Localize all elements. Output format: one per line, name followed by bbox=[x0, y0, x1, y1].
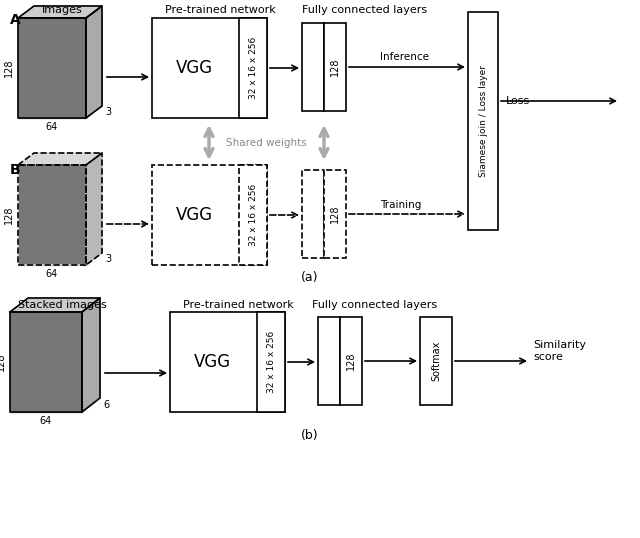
Polygon shape bbox=[82, 298, 100, 412]
Text: Pre-trained network: Pre-trained network bbox=[164, 5, 275, 15]
Polygon shape bbox=[10, 312, 82, 412]
Text: VGG: VGG bbox=[193, 353, 230, 371]
Bar bbox=[257, 312, 285, 412]
Text: Shared weights: Shared weights bbox=[226, 138, 307, 148]
Text: (b): (b) bbox=[301, 428, 319, 442]
Text: 3: 3 bbox=[105, 107, 111, 117]
Text: VGG: VGG bbox=[175, 59, 212, 77]
Bar bbox=[19, 166, 85, 264]
Text: 64: 64 bbox=[46, 122, 58, 132]
Text: 64: 64 bbox=[40, 416, 52, 426]
Text: A: A bbox=[10, 13, 20, 27]
Bar bbox=[468, 12, 498, 230]
Text: 128: 128 bbox=[330, 58, 340, 76]
Bar bbox=[420, 317, 452, 405]
Text: 32 x 16 x 256: 32 x 16 x 256 bbox=[266, 331, 275, 393]
Text: 6: 6 bbox=[103, 400, 109, 410]
Text: Inference: Inference bbox=[380, 52, 429, 62]
Bar bbox=[340, 317, 362, 405]
Bar bbox=[152, 165, 267, 265]
Text: 3: 3 bbox=[105, 254, 111, 264]
Text: Images: Images bbox=[42, 5, 83, 15]
Text: Stacked images: Stacked images bbox=[18, 300, 106, 310]
Polygon shape bbox=[10, 298, 100, 312]
Bar bbox=[318, 317, 340, 405]
Bar bbox=[302, 170, 324, 258]
Text: Similarity
score: Similarity score bbox=[533, 340, 586, 362]
Text: Training: Training bbox=[380, 200, 421, 210]
Polygon shape bbox=[86, 6, 102, 118]
Bar bbox=[170, 312, 285, 412]
Text: (a): (a) bbox=[301, 272, 319, 285]
Text: 128: 128 bbox=[0, 353, 6, 371]
Text: 128: 128 bbox=[4, 59, 14, 77]
Text: Fully connected layers: Fully connected layers bbox=[303, 5, 428, 15]
Bar bbox=[11, 313, 81, 411]
Bar bbox=[302, 23, 324, 111]
Text: VGG: VGG bbox=[175, 206, 212, 224]
Bar bbox=[239, 18, 267, 118]
Text: 128: 128 bbox=[4, 206, 14, 224]
Text: Pre-trained network: Pre-trained network bbox=[182, 300, 293, 310]
Polygon shape bbox=[18, 153, 102, 165]
Polygon shape bbox=[86, 153, 102, 265]
Polygon shape bbox=[18, 165, 86, 265]
Polygon shape bbox=[18, 6, 102, 18]
Bar bbox=[324, 23, 346, 111]
Text: 32 x 16 x 256: 32 x 16 x 256 bbox=[248, 37, 257, 99]
Bar bbox=[324, 170, 346, 258]
Text: Fully connected layers: Fully connected layers bbox=[312, 300, 438, 310]
Text: 64: 64 bbox=[46, 269, 58, 279]
Bar bbox=[19, 19, 85, 117]
Text: Loss: Loss bbox=[506, 96, 531, 106]
Text: 128: 128 bbox=[346, 352, 356, 370]
Text: Softmax: Softmax bbox=[431, 341, 441, 381]
Text: Siamese join / Loss layer: Siamese join / Loss layer bbox=[479, 65, 488, 177]
Text: 128: 128 bbox=[330, 205, 340, 223]
Polygon shape bbox=[18, 18, 86, 118]
Bar bbox=[152, 18, 267, 118]
Text: 32 x 16 x 256: 32 x 16 x 256 bbox=[248, 184, 257, 246]
Text: B: B bbox=[10, 163, 20, 177]
Bar bbox=[239, 165, 267, 265]
